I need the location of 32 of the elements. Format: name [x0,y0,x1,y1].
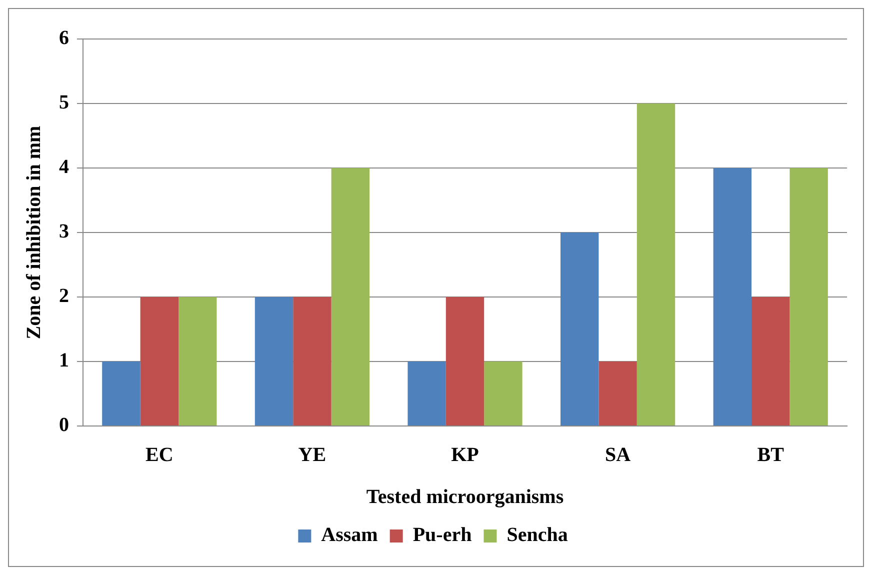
legend-label: Assam [321,524,378,546]
bar [446,297,484,426]
bar [598,362,637,426]
bar [752,297,790,426]
y-tick-label: 3 [59,220,69,243]
bar [484,362,522,426]
legend-label: Sencha [506,524,568,546]
bar [560,232,599,426]
bar [790,168,828,426]
bar [178,297,217,426]
bar [140,297,178,426]
x-tick-label: SA [605,444,632,466]
x-tick-label: BT [757,444,785,466]
y-tick-label: 5 [59,92,69,114]
bar [254,297,294,426]
x-tick-label: KP [451,444,479,466]
bar [408,362,446,426]
bar [636,104,676,426]
y-tick-label: 1 [59,350,69,372]
bar [293,297,332,426]
y-tick-label: 2 [59,285,69,308]
y-tick-label: 4 [59,156,69,178]
x-tick-label: YE [298,444,326,466]
x-axis-title: Tested microorganisms [366,486,564,508]
y-axis-title: Zone of inhibition in mm [23,125,46,340]
y-tick-label: 0 [59,414,69,436]
bar [102,362,140,426]
bar [713,168,752,426]
y-tick-label: 6 [59,27,69,50]
x-tick-label: EC [146,444,174,466]
legend-label: Pu-erh [412,524,472,546]
bar [331,168,370,426]
